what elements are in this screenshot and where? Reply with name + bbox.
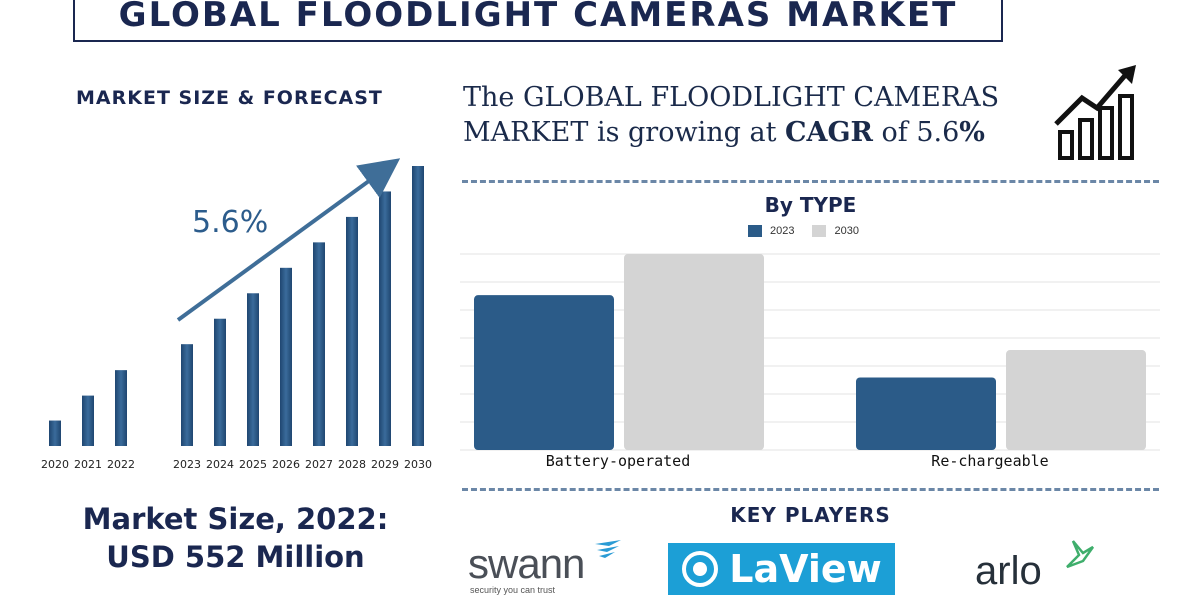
type-bar-2030-0	[624, 254, 764, 450]
key-players-title: KEY PLAYERS	[730, 503, 891, 527]
forecast-bar-2029	[379, 191, 391, 446]
market-size-line1: Market Size, 2022:	[82, 502, 389, 536]
forecast-tick-label: 2026	[272, 458, 300, 471]
forecast-tick-label: 2024	[206, 458, 234, 471]
forecast-bar-2028	[346, 216, 358, 446]
cagr-annotation: 5.6%	[192, 205, 269, 240]
legend-swatch-2023	[748, 225, 762, 237]
legend-swatch-2030	[812, 225, 827, 237]
swann-logo: swann security you can trust	[468, 540, 628, 600]
swann-tagline: security you can trust	[470, 585, 556, 595]
laview-wordmark: LaView	[729, 547, 882, 591]
forecast-tick-label: 2030	[404, 458, 432, 471]
forecast-bar-2023	[181, 344, 193, 446]
type-bar-2023-1	[856, 377, 996, 450]
forecast-tick-label: 2020	[41, 458, 69, 471]
type-bar-2023-0	[474, 295, 614, 450]
forecast-tick-label: 2029	[371, 458, 399, 471]
arlo-bird-icon	[1066, 540, 1095, 569]
forecast-bar-2024	[214, 318, 226, 446]
headline-cagr: CAGR	[785, 117, 873, 148]
title-box: GLOBAL FLOODLIGHT CAMERAS MARKET	[73, 0, 1003, 42]
forecast-tick-label: 2022	[107, 458, 135, 471]
forecast-tick-label: 2023	[173, 458, 201, 471]
market-size-forecast-title: MARKET SIZE & FORECAST	[76, 87, 383, 109]
arlo-logo: arlo	[975, 535, 1105, 597]
laview-logo: LaView	[668, 543, 895, 595]
forecast-bar-2025	[247, 293, 259, 446]
forecast-tick-label: 2028	[338, 458, 366, 471]
page-title: GLOBAL FLOODLIGHT CAMERAS MARKET	[118, 0, 958, 35]
type-bar-2030-1	[1006, 350, 1146, 450]
legend-label-2030: 2030	[834, 225, 859, 237]
forecast-tick-label: 2027	[305, 458, 333, 471]
legend-label-2023: 2023	[770, 225, 795, 237]
headline: The GLOBAL FLOODLIGHT CAMERAS MARKET is …	[463, 80, 1023, 150]
growth-arrow	[176, 158, 401, 322]
swann-wordmark: swann	[468, 540, 585, 587]
forecast-tick-label: 2025	[239, 458, 267, 471]
market-size-text: Market Size, 2022: USD 552 Million	[38, 500, 433, 576]
by-type-title: By TYPE	[764, 193, 857, 217]
divider-bottom	[462, 488, 1159, 491]
growth-chart-icon	[1054, 65, 1136, 160]
forecast-bar-2027	[313, 242, 325, 446]
category-label-rechargeable: Re-chargeable	[931, 452, 1049, 470]
forecast-bar-2022	[115, 370, 127, 446]
category-label-battery: Battery-operated	[545, 452, 691, 470]
legend-item-2023: 2023	[748, 225, 794, 237]
headline-percent: %	[959, 117, 985, 148]
forecast-bar-chart: 2020 2021 2022 2023 2024 2025 2026 2027 2028 2029…	[41, 158, 432, 471]
divider-top	[462, 180, 1159, 183]
forecast-bar-2026	[280, 267, 292, 446]
market-size-line2: USD 552 Million	[106, 540, 365, 574]
headline-part2: of 5.6	[872, 117, 960, 148]
forecast-bar-2030	[412, 166, 424, 446]
type-legend: 2023 2030	[748, 225, 859, 237]
forecast-tick-label: 2021	[74, 458, 102, 471]
laview-eye-icon	[682, 551, 719, 587]
forecast-bar-2021	[82, 395, 94, 446]
by-type-bar-chart	[460, 253, 1160, 451]
swann-wing-icon	[595, 540, 621, 558]
legend-item-2030: 2030	[812, 225, 859, 237]
forecast-bar-2020	[49, 420, 61, 446]
headline-part1: The GLOBAL FLOODLIGHT CAMERAS MARKET is …	[463, 82, 1000, 148]
arlo-wordmark: arlo	[975, 549, 1042, 593]
